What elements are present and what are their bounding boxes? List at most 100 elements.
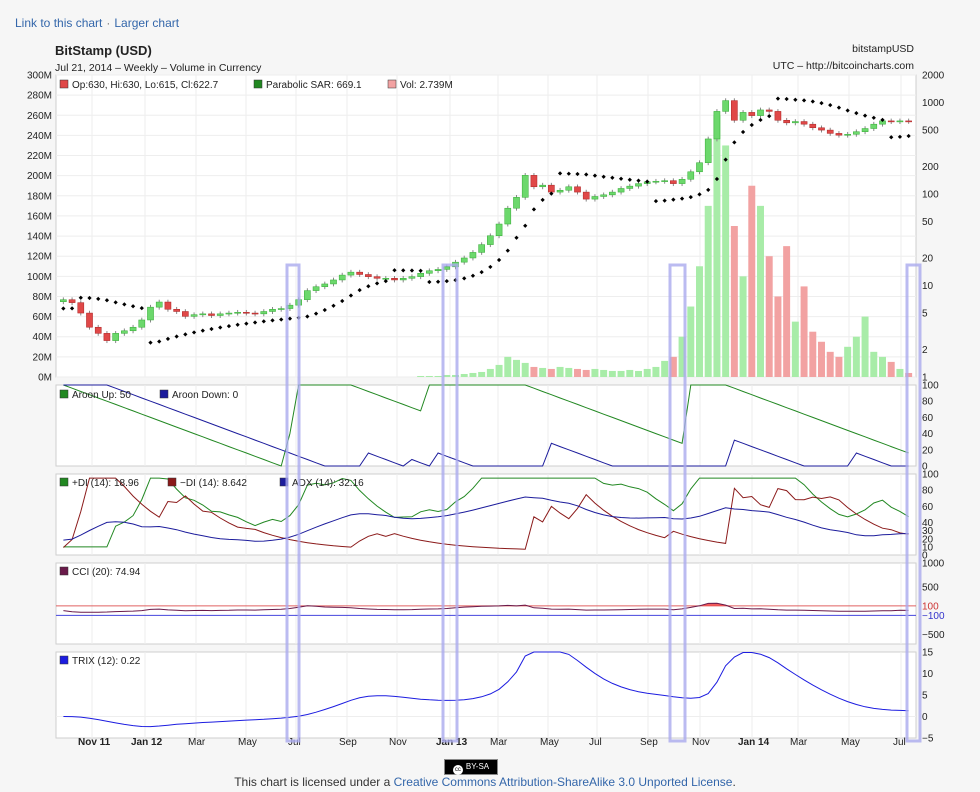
volume-bar: [608, 370, 616, 377]
candle-body: [635, 183, 642, 187]
candle-body: [312, 286, 320, 291]
candle-body: [417, 273, 424, 277]
candle-body: [600, 194, 607, 197]
candle-body: [513, 197, 520, 209]
sar-dot: [906, 133, 911, 139]
link-to-chart[interactable]: Link to this chart: [15, 16, 103, 30]
cc-license-badge[interactable]: cc BY-SA: [444, 759, 498, 775]
candle-body: [426, 270, 433, 274]
volume-bar: [539, 367, 547, 377]
candle-body: [164, 301, 172, 310]
x-tick-label: Sep: [640, 737, 658, 748]
sar-dot: [645, 179, 650, 184]
candle-body: [783, 120, 790, 124]
left-axis-tick: 120M: [27, 252, 52, 263]
sar-dot: [610, 175, 615, 180]
cci-line: [63, 602, 909, 613]
cci-axis-tick: 100: [922, 601, 939, 612]
candle-body: [792, 121, 799, 124]
right-axis-tick: 1: [922, 373, 928, 384]
sar-dot: [235, 322, 240, 327]
sar-dot: [479, 270, 484, 275]
legend-vol-swatch: [387, 79, 397, 89]
x-tick-label: Sep: [339, 737, 357, 748]
x-tick-label: Mar: [790, 737, 808, 748]
trix-axis-tick: 5: [922, 691, 928, 702]
left-axis-tick: 20M: [33, 352, 52, 363]
trix-axis-tick: 0: [922, 712, 928, 723]
panel-aroon: [55, 384, 917, 467]
candle-body: [347, 271, 355, 276]
volume-bar: [713, 115, 721, 378]
volume-bar: [417, 375, 425, 377]
sar-dot: [139, 306, 144, 311]
volume-bar: [852, 336, 860, 377]
legend-cci-swatch: [59, 566, 69, 576]
volume-bar: [486, 368, 494, 377]
larger-chart-link[interactable]: Larger chart: [114, 16, 180, 30]
volume-bar: [495, 364, 503, 377]
candle-body: [835, 133, 843, 136]
candle-body: [661, 180, 668, 182]
candle-body: [208, 313, 215, 316]
candle-body: [687, 171, 695, 180]
candle-body: [373, 276, 381, 279]
candle-body: [94, 326, 102, 334]
legend-trix: TRIX (12): 0.22: [72, 656, 141, 667]
left-axis-tick: 300M: [27, 71, 52, 82]
sar-dot: [897, 134, 903, 139]
candle-body: [460, 257, 468, 263]
volume-bar: [669, 356, 677, 377]
candle-body: [243, 312, 250, 314]
legend-aroon-up: Aroon Up: 50: [72, 390, 131, 401]
sar-dot: [200, 328, 205, 333]
candle-body: [591, 196, 599, 200]
sar-dot: [383, 278, 388, 284]
candle-body: [678, 179, 686, 184]
volume-bar: [600, 369, 608, 377]
candle-body: [800, 121, 808, 125]
volume-bar: [774, 296, 782, 377]
candle-body: [112, 333, 119, 341]
volume-bar: [722, 145, 730, 377]
x-tick-label: Jan 14: [738, 737, 770, 748]
sar-dot: [662, 198, 667, 203]
candle-body: [504, 207, 512, 225]
candle-body: [434, 269, 442, 272]
aroon-axis-tick: 20: [922, 445, 934, 456]
candle-body: [713, 111, 721, 140]
candle-body: [887, 120, 895, 123]
sar-dot: [148, 340, 153, 345]
volume-bar: [896, 368, 904, 377]
panel-dmi: [55, 473, 917, 556]
license-link[interactable]: Creative Commons Attribution-ShareAlike …: [393, 775, 733, 789]
aroon-axis-tick: 100: [922, 381, 939, 392]
x-tick-label: Jul: [893, 737, 906, 748]
sar-dot: [706, 187, 711, 192]
trix-axis-tick: −5: [922, 734, 934, 745]
aroon-up-line: [63, 384, 909, 467]
dmi-axis-tick: 20: [922, 534, 934, 545]
left-axis-tick: 100M: [27, 272, 52, 283]
highlight-band: [668, 263, 687, 743]
candle-body: [774, 111, 782, 121]
trix-line: [63, 651, 909, 728]
sar-dot: [157, 339, 162, 344]
sar-dot: [444, 279, 449, 284]
candle-body: [399, 278, 407, 281]
candle-body: [739, 112, 747, 121]
right-axis-tick: 10: [922, 281, 934, 292]
candle-body: [548, 184, 555, 193]
candle-body: [844, 134, 851, 136]
volume-bar: [434, 375, 442, 377]
candle-body: [487, 235, 494, 245]
candle-body: [652, 180, 660, 183]
candle-body: [853, 131, 860, 135]
candle-body: [225, 312, 233, 315]
highlight-band: [441, 263, 459, 743]
volume-bar: [783, 246, 791, 377]
sar-dot: [322, 307, 327, 313]
sar-dot: [165, 336, 171, 342]
legend-sar: Parabolic SAR: 669.1: [266, 80, 362, 91]
sar-dot: [732, 140, 737, 145]
